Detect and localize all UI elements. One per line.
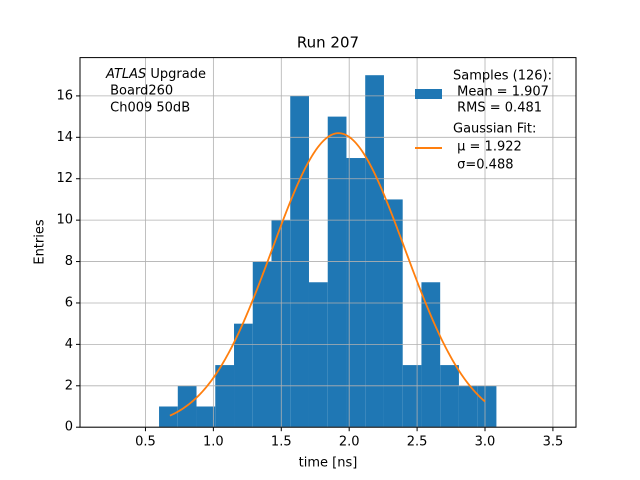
bar — [383, 199, 403, 428]
bar — [402, 365, 422, 428]
x-tick-label: 1.5 — [271, 435, 292, 450]
bar — [196, 406, 216, 428]
bar — [327, 116, 347, 428]
legend-label: Samples (126): — [453, 69, 552, 84]
y-tick-label: 12 — [56, 171, 73, 186]
axes-frame — [79, 57, 577, 428]
plot-area: 0.5 1.0 1.5 2.0 2.5 3.0 3.5 0 2 4 6 8 10 12 14 16 — [56, 57, 577, 450]
bar — [308, 282, 328, 428]
bar — [159, 406, 178, 428]
bar — [421, 282, 441, 428]
chart-title: Run 207 — [297, 34, 359, 52]
y-tick-label: 16 — [56, 88, 73, 103]
bar — [365, 75, 384, 428]
annotation-italic: ATLAS — [105, 67, 146, 82]
x-tick-label: 3.0 — [475, 435, 496, 450]
y-tick-label: 8 — [65, 254, 73, 269]
annotation: ATLAS Upgrade — [105, 67, 206, 82]
legend-label: Gaussian Fit: — [453, 122, 536, 137]
y-tick-label: 14 — [56, 130, 73, 145]
x-tick-label: 0.5 — [135, 435, 156, 450]
x-tick-label: 2.5 — [407, 435, 428, 450]
y-tick-label: 0 — [65, 420, 73, 435]
legend-stat: RMS = 0.481 — [453, 101, 542, 116]
y-tick-label: 4 — [65, 337, 73, 352]
x-tick-label: 2.0 — [339, 435, 360, 450]
bar — [271, 220, 291, 428]
legend-stat: μ = 1.922 — [453, 140, 522, 155]
annotation-text: Ch009 50dB — [106, 101, 190, 116]
y-tick-label: 10 — [56, 213, 73, 228]
y-axis-label: Entries — [33, 219, 48, 265]
bar — [440, 365, 459, 428]
bar — [215, 365, 235, 428]
fit-curve — [169, 132, 486, 417]
bar — [234, 323, 253, 428]
annotation-text: Upgrade — [146, 67, 206, 82]
annotation-text: Board260 — [106, 84, 173, 99]
legend-stat: Mean = 1.907 — [453, 85, 549, 100]
y-tick-label: 2 — [65, 378, 73, 393]
bar — [346, 158, 366, 428]
y-tick-label: 6 — [65, 295, 73, 310]
legend-patch — [415, 89, 442, 99]
x-axis-label: time [ns] — [299, 456, 358, 471]
x-tick-label: 1.0 — [203, 435, 224, 450]
x-tick-label: 3.5 — [543, 435, 564, 450]
legend-stat: σ=0.488 — [453, 158, 513, 173]
bar — [477, 385, 497, 428]
bar — [458, 385, 478, 428]
